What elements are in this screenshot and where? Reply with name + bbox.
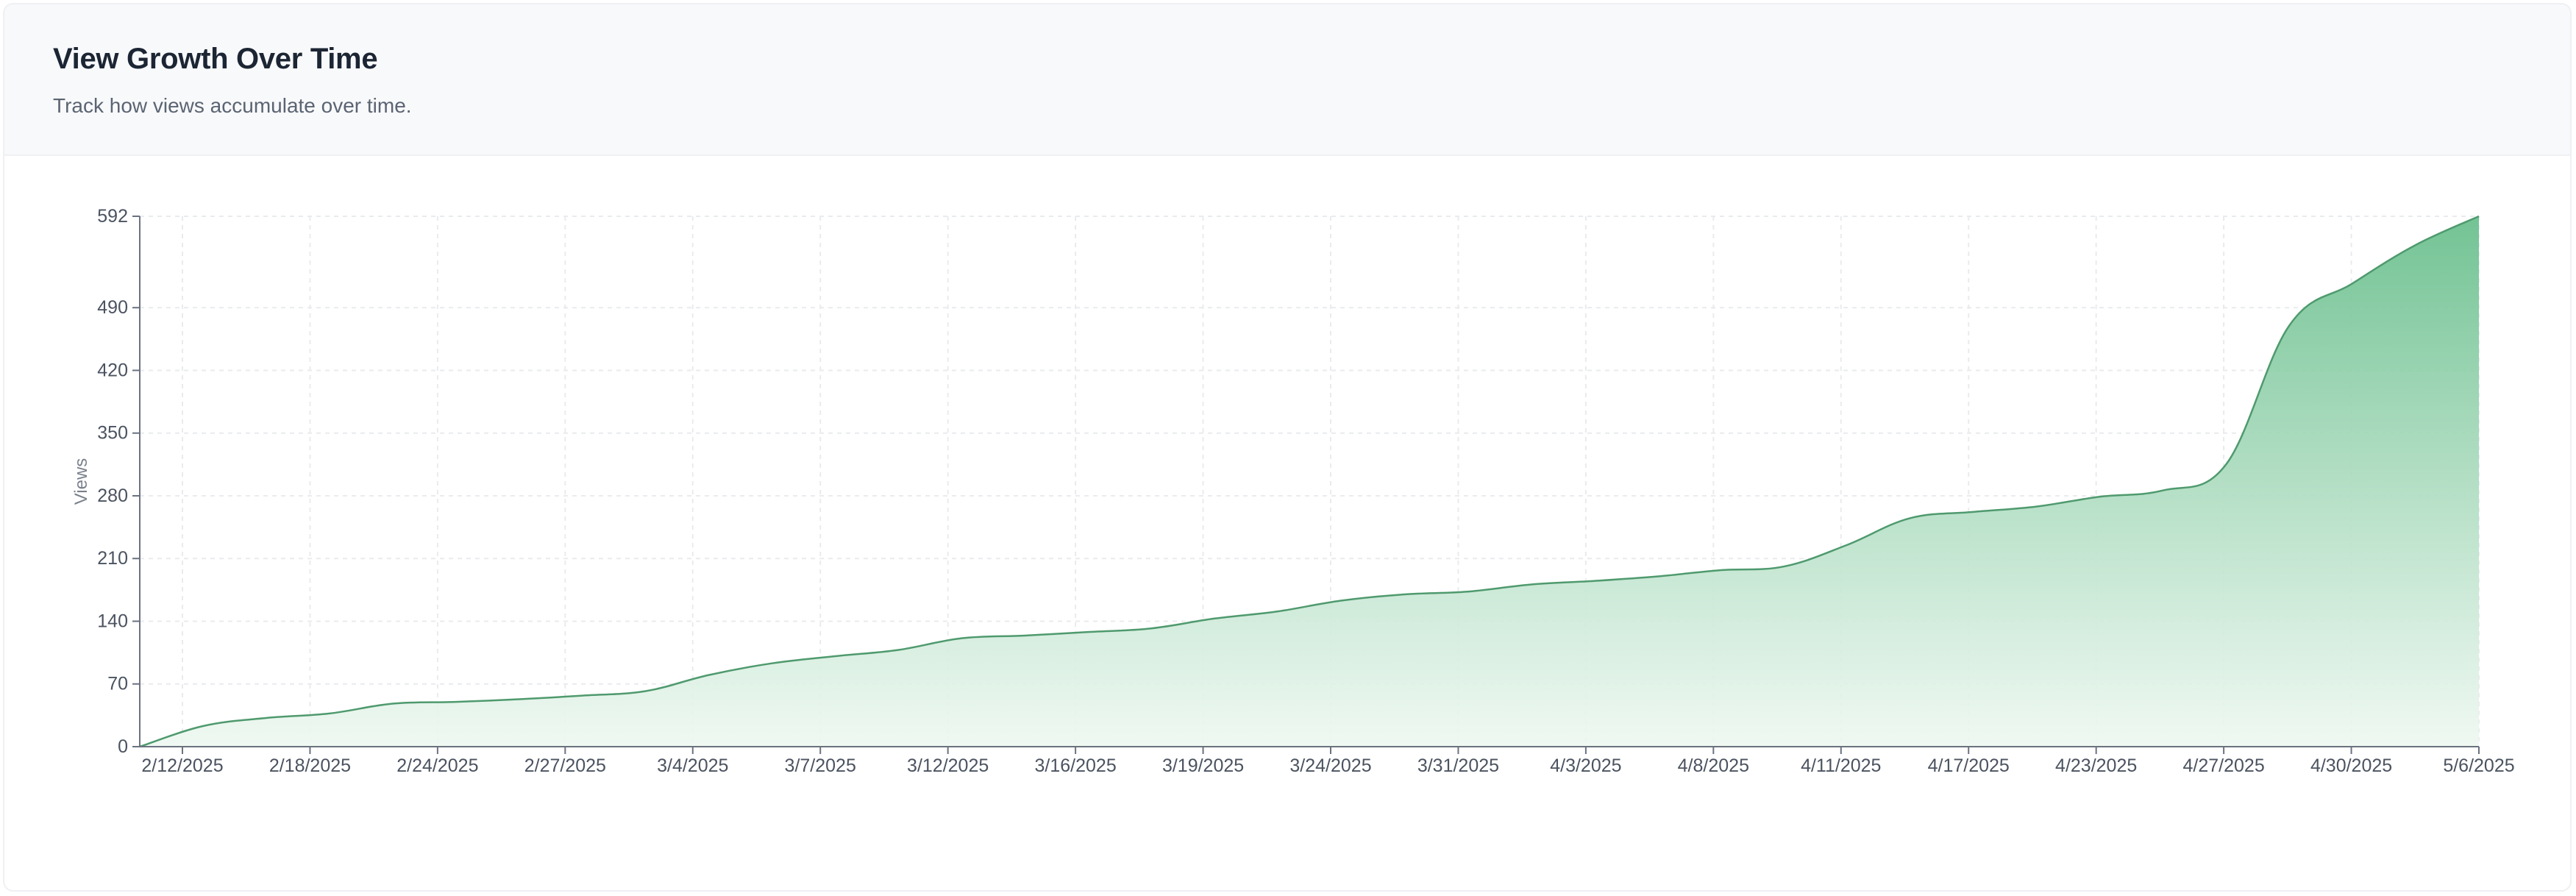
card-header: View Growth Over Time Track how views ac…	[4, 4, 2570, 156]
x-tick-label: 4/17/2025	[1928, 755, 2010, 776]
x-tick-label: 3/24/2025	[1289, 755, 1371, 776]
y-tick-label: 350	[97, 423, 128, 444]
x-tick-label: 4/27/2025	[2183, 755, 2265, 776]
chart-title: View Growth Over Time	[53, 43, 378, 75]
y-tick-label: 0	[118, 736, 128, 757]
area-series	[139, 215, 2480, 748]
x-tick-label: 3/16/2025	[1035, 755, 1117, 776]
x-tick-label: 5/6/2025	[2443, 755, 2514, 776]
x-tick-label: 4/30/2025	[2310, 755, 2392, 776]
x-tick-label: 2/24/2025	[396, 755, 478, 776]
x-tick-label: 4/11/2025	[1801, 755, 1881, 776]
x-tick-label: 3/12/2025	[907, 755, 989, 776]
y-tick-label: 280	[97, 486, 128, 506]
y-tick-label: 210	[97, 548, 128, 569]
chart-subtitle: Track how views accumulate over time.	[53, 94, 412, 117]
x-tick-label: 2/12/2025	[141, 755, 223, 776]
y-tick-label: 592	[97, 206, 128, 227]
x-tick-label: 2/18/2025	[269, 755, 351, 776]
x-tick-label: 3/7/2025	[785, 755, 856, 776]
x-tick-label: 4/3/2025	[1550, 755, 1621, 776]
x-tick-label: 4/8/2025	[1678, 755, 1749, 776]
y-tick-label: 490	[97, 297, 128, 318]
x-axis-ticks: 2/12/2025 2/18/2025 2/24/2025 2/27/2025 3/4/…	[141, 747, 2515, 776]
x-tick-label: 3/4/2025	[657, 755, 728, 776]
y-axis-title: Views	[71, 458, 91, 505]
series-line	[139, 215, 2480, 748]
x-tick-label: 4/23/2025	[2055, 755, 2137, 776]
y-tick-label: 140	[97, 611, 128, 631]
axes	[139, 216, 2479, 747]
y-tick-label: 70	[107, 674, 128, 694]
area-fill	[140, 216, 2479, 747]
x-tick-label: 3/19/2025	[1162, 755, 1244, 776]
x-tick-label: 3/31/2025	[1417, 755, 1499, 776]
y-tick-label: 420	[97, 360, 128, 380]
x-tick-label: 2/27/2025	[524, 755, 606, 776]
y-axis-ticks: 0 70 140 210 280 350 420 490 592	[97, 206, 140, 757]
